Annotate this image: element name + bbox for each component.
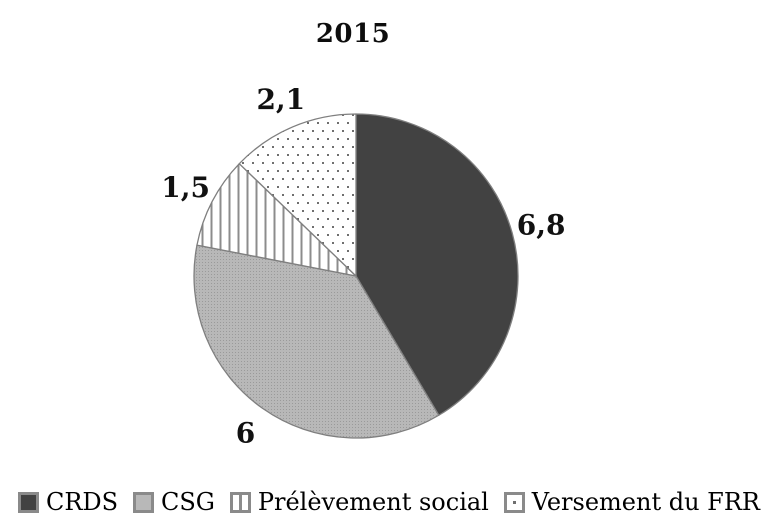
legend-item-csg: CSG bbox=[132, 488, 215, 516]
legend-item-versement-du-frr: Versement du FRR bbox=[503, 488, 760, 516]
pie-slice-prelevement-social bbox=[196, 163, 357, 277]
slice-value-label-versement-du-frr: 2,1 bbox=[256, 83, 305, 116]
pie-slice-csg bbox=[193, 244, 440, 439]
legend-label-prelevement-social: Prélèvement social bbox=[257, 488, 489, 516]
chart-title: 2015 bbox=[315, 19, 391, 49]
slice-value-label-crds: 6,8 bbox=[517, 209, 566, 242]
legend-label-crds: CRDS bbox=[46, 488, 119, 516]
legend-swatch-prelevement-social bbox=[229, 491, 251, 513]
legend-label-csg: CSG bbox=[160, 488, 215, 516]
legend-item-prelevement-social: Prélèvement social bbox=[229, 488, 489, 516]
legend-swatch-csg bbox=[132, 491, 154, 513]
legend: CRDS CSG Prélèvement social Versement du FR… bbox=[18, 487, 760, 517]
legend-swatch-crds bbox=[18, 491, 39, 513]
pie-slice-crds bbox=[355, 113, 519, 416]
slice-value-label-prelevement-social: 1,5 bbox=[161, 171, 210, 204]
legend-item-crds: CRDS bbox=[18, 488, 118, 516]
pie-slice-versement-du-frr bbox=[238, 113, 357, 277]
legend-label-versement-du-frr: Versement du FRR bbox=[531, 488, 760, 516]
slice-value-label-csg: 6 bbox=[236, 417, 255, 450]
legend-swatch-versement-du-frr bbox=[503, 491, 525, 513]
